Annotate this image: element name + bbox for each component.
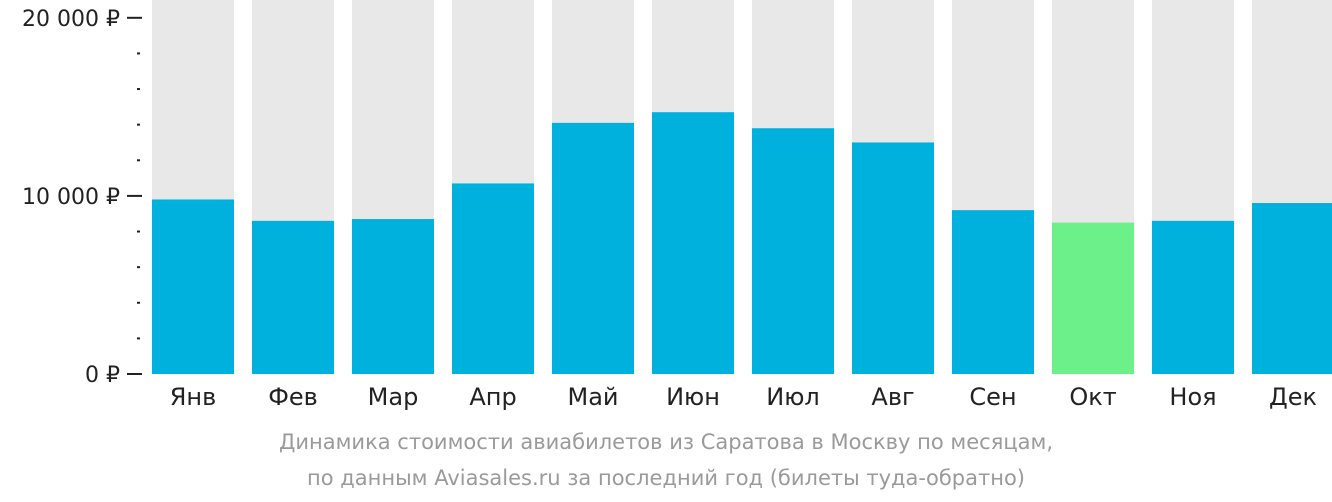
bar-10 [1052, 222, 1134, 374]
bar-5 [552, 122, 634, 374]
bar-7 [752, 128, 834, 374]
chart-caption-line-2: по данным Aviasales.ru за последний год … [307, 466, 1025, 490]
x-tick-label-8: Авг [871, 383, 914, 411]
x-tick-label-2: Фев [268, 383, 318, 411]
bar-12 [1252, 203, 1332, 374]
bar-3 [352, 219, 434, 374]
x-tick-label-5: Май [567, 383, 618, 411]
y-tick-label-2: 10 000 ₽ [22, 185, 120, 210]
x-tick-label-3: Мар [368, 383, 419, 411]
x-tick-label-9: Сен [969, 383, 1016, 411]
x-tick-label-4: Апр [469, 383, 516, 411]
x-tick-label-10: Окт [1069, 383, 1116, 411]
x-tick-label-12: Дек [1269, 383, 1317, 411]
x-tick-label-1: Янв [170, 383, 217, 411]
bar-8 [852, 142, 934, 374]
x-tick-label-7: Июл [766, 383, 820, 411]
bar-2 [252, 220, 334, 374]
y-tick-label-3: 20 000 ₽ [22, 7, 120, 32]
x-tick-label-11: Ноя [1169, 383, 1216, 411]
bar-4 [452, 183, 534, 374]
chart-caption-line-1: Динамика стоимости авиабилетов из Сарато… [278, 430, 1054, 454]
bar-11 [1152, 220, 1234, 374]
y-tick-label-1: 0 ₽ [85, 363, 120, 388]
bar-6 [652, 112, 734, 374]
x-tick-label-6: Июн [666, 383, 720, 411]
bar-9 [952, 210, 1034, 374]
bar-1 [152, 199, 234, 374]
price-bar-chart: Янв Фев Мар Апр Май Июн Июл Авг Сен Окт Ноя Дек 0 ₽ 1… [22, 0, 1332, 411]
